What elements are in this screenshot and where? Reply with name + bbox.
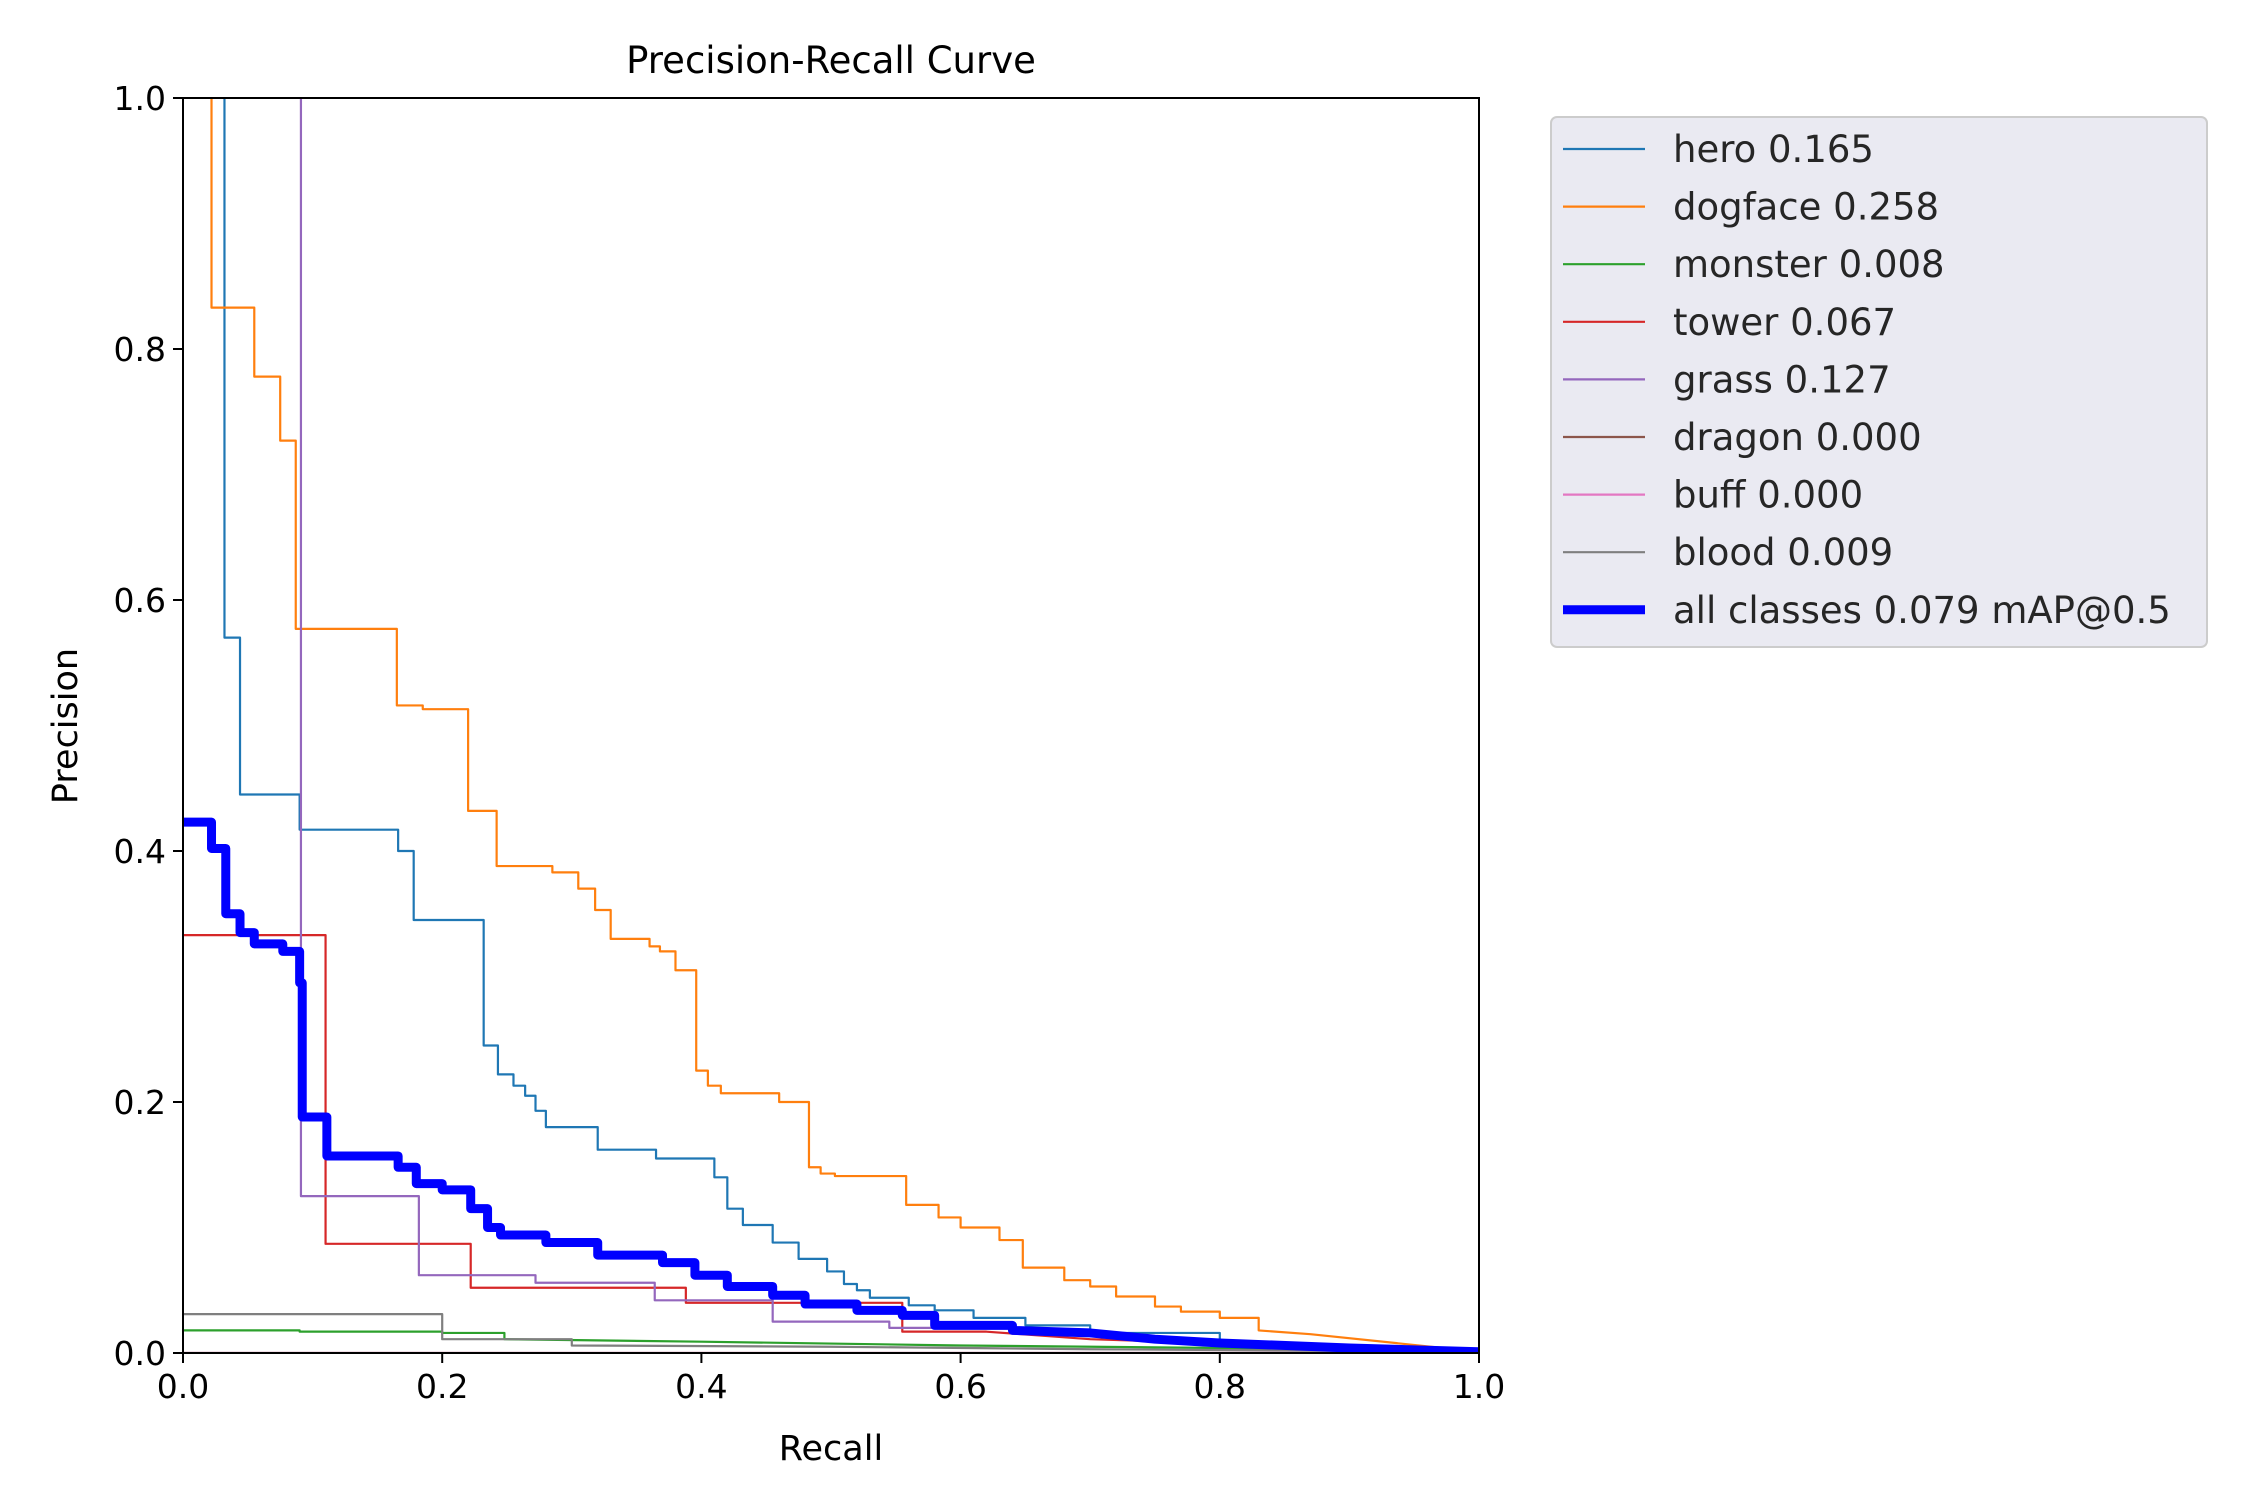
legend-label: all classes 0.079 mAP@0.5: [1673, 589, 2171, 632]
y-tick-label: 0.0: [114, 1334, 166, 1373]
x-tick-label: 0.2: [416, 1367, 468, 1406]
x-tick-label: 0.0: [157, 1367, 209, 1406]
x-axis-ticks: 0.0 0.2 0.4 0.6 0.8 1.0: [157, 1353, 1505, 1406]
y-axis-label: Precision: [46, 648, 86, 804]
chart-title: Precision-Recall Curve: [626, 39, 1036, 82]
legend-label: dogface 0.258: [1673, 186, 1939, 229]
series-line-4: [299, 98, 1479, 1353]
series-line-3: [183, 933, 1479, 1353]
legend-label: buff 0.000: [1673, 474, 1863, 517]
y-tick-label: 1.0: [114, 79, 166, 118]
series-line-0: [223, 98, 1479, 1353]
legend-label: tower 0.067: [1673, 301, 1896, 344]
plot-frame: [182, 97, 1480, 1354]
series-line-8: [183, 817, 1479, 1354]
x-tick-label: 1.0: [1453, 1367, 1505, 1406]
y-tick-label: 0.6: [114, 581, 166, 620]
plot-lines: [183, 98, 1479, 1354]
series-line-1: [210, 98, 1479, 1353]
x-tick-label: 0.4: [675, 1367, 727, 1406]
y-axis-ticks: 0.0 0.2 0.4 0.6 0.8 1.0: [114, 79, 183, 1373]
series-line-2: [183, 1329, 1479, 1353]
y-tick-label: 0.8: [114, 330, 166, 369]
x-tick-label: 0.8: [1194, 1367, 1246, 1406]
y-tick-label: 0.4: [114, 832, 166, 871]
legend: hero 0.165 dogface 0.258 monster 0.008 towe…: [1550, 116, 2208, 648]
x-tick-label: 0.6: [934, 1367, 986, 1406]
series-line-7: [183, 1312, 1479, 1353]
legend-label: blood 0.009: [1673, 531, 1893, 574]
x-axis-label: Recall: [779, 1429, 883, 1469]
legend-label: hero 0.165: [1673, 128, 1874, 171]
legend-label: dragon 0.000: [1673, 416, 1922, 459]
legend-label: grass 0.127: [1673, 358, 1891, 401]
y-tick-label: 0.2: [114, 1083, 166, 1122]
legend-items: hero 0.165 dogface 0.258 monster 0.008 towe…: [1563, 128, 2171, 632]
legend-label: monster 0.008: [1673, 243, 1945, 286]
legend-box: [1550, 116, 2208, 648]
